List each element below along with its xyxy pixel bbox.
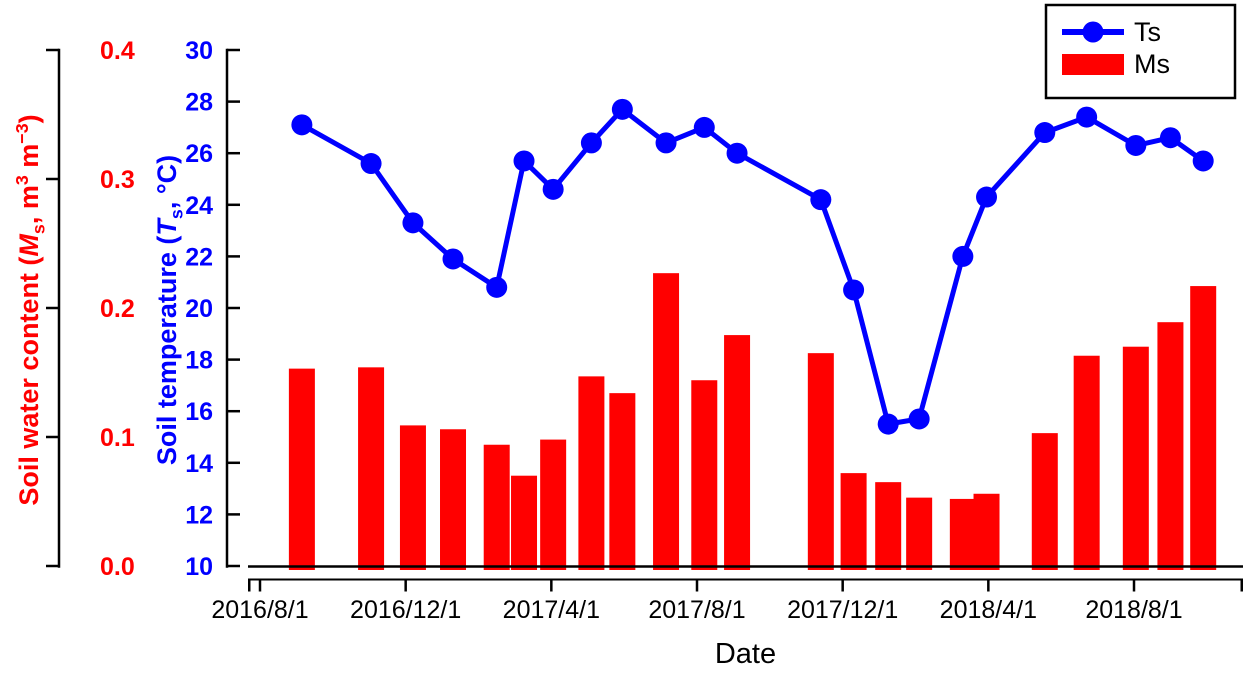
water-tick-label: 0.2 — [100, 295, 135, 323]
ts-point — [976, 186, 998, 208]
ts-line — [299, 106, 1206, 427]
x-tick-label: 2016/8/1 — [211, 596, 308, 624]
ms-bar — [1031, 433, 1058, 570]
ts-point — [486, 276, 508, 298]
ms-bar — [691, 380, 718, 570]
ts-point — [693, 116, 715, 138]
ts-point — [726, 142, 748, 164]
ms-bar — [1122, 346, 1149, 570]
ms-bar — [840, 473, 867, 570]
ts-point — [1159, 127, 1181, 149]
water-tick-label: 0.0 — [100, 553, 135, 581]
temperature-tick-label: 12 — [185, 501, 213, 529]
axis-title-fragment: m — [14, 143, 44, 176]
axis-title-fragment: , °C) — [152, 154, 182, 210]
temperature-tick-label: 14 — [185, 450, 213, 478]
temperature-tick-label: 22 — [185, 243, 213, 271]
ms-bar — [358, 367, 385, 570]
axis-title-fragment: Soil temperature ( — [152, 235, 182, 466]
ms-bar — [973, 493, 1000, 570]
x-tick-label: 2017/12/1 — [787, 596, 898, 624]
ts-point — [1034, 122, 1056, 144]
axis-title-fragment: ) — [14, 114, 44, 124]
ts-point — [513, 150, 535, 172]
ts-point — [908, 408, 930, 430]
legend-box — [1044, 3, 1237, 100]
ms-bar — [724, 335, 751, 570]
legend-ts-marker — [1082, 21, 1104, 43]
axis-title-fragment: T — [152, 219, 182, 236]
ms-bar — [483, 444, 510, 570]
temperature-tick-label: 20 — [185, 295, 213, 323]
legend-ts-label: Ts — [1134, 17, 1161, 47]
ts-point — [1125, 134, 1147, 156]
ts-point — [655, 132, 677, 154]
legend-ms-label: Ms — [1134, 49, 1170, 79]
water-tick-label: 0.1 — [100, 424, 135, 452]
ts-point — [810, 189, 832, 211]
temperature-axis-title: Soil temperature (Ts, °C) — [150, 0, 187, 626]
ts-point — [1192, 150, 1214, 172]
ts-point — [843, 279, 865, 301]
x-tick-label: 2017/8/1 — [648, 596, 745, 624]
x-tick-label: 2016/12/1 — [350, 596, 461, 624]
legend-ms-swatch — [1062, 54, 1124, 75]
ts-point — [360, 153, 382, 175]
ms-bar — [609, 393, 636, 570]
ms-bar — [511, 475, 538, 570]
water-axis-title: Soil water content (Ms, m3 m−3) — [5, 0, 48, 626]
ms-bar — [288, 368, 315, 570]
temperature-tick-label: 10 — [185, 553, 213, 581]
ms-bar — [1073, 355, 1100, 570]
ts-point — [877, 413, 899, 435]
x-tick-label: 2018/8/1 — [1085, 596, 1182, 624]
ts-point — [291, 114, 313, 136]
temperature-tick-label: 28 — [185, 89, 213, 117]
x-axis-title: Date — [714, 638, 777, 670]
axis-title-fragment: s — [166, 209, 187, 220]
ms-bar — [399, 425, 426, 570]
water-tick-label: 0.3 — [100, 166, 135, 194]
ts-point — [952, 245, 974, 267]
axis-title-fragment: 3 — [12, 175, 32, 186]
x-tick-label: 2017/4/1 — [503, 596, 600, 624]
temperature-tick-label: 30 — [185, 37, 213, 65]
ts-point — [611, 98, 633, 120]
temperature-tick-label: 26 — [185, 140, 213, 168]
axis-title-fragment: M — [14, 234, 44, 257]
temperature-tick-label: 16 — [185, 398, 213, 426]
temperature-tick-label: 18 — [185, 347, 213, 375]
ts-point — [402, 212, 424, 234]
axis-title-fragment: , m — [14, 185, 44, 225]
axis-title-fragment: Soil water content ( — [14, 256, 44, 506]
water-tick-label: 0.4 — [100, 37, 135, 65]
ts-point — [442, 248, 464, 270]
axis-title-fragment: s — [28, 224, 49, 235]
ms-bar — [653, 273, 680, 570]
ts-point — [542, 178, 564, 200]
ms-bar — [578, 376, 605, 570]
ms-bar — [440, 429, 467, 570]
ms-bar — [906, 497, 933, 570]
ms-bar — [540, 439, 567, 570]
x-tick-label: 2018/4/1 — [940, 596, 1037, 624]
ms-bar — [875, 482, 902, 570]
axis-title-fragment: −3 — [12, 123, 32, 144]
ms-bar — [1157, 322, 1184, 570]
ts-point — [580, 132, 602, 154]
temperature-tick-label: 24 — [185, 192, 213, 220]
ms-bar — [1190, 286, 1217, 570]
ts-point — [1076, 106, 1098, 128]
ms-bar — [807, 353, 834, 570]
ms-bar — [949, 498, 976, 570]
